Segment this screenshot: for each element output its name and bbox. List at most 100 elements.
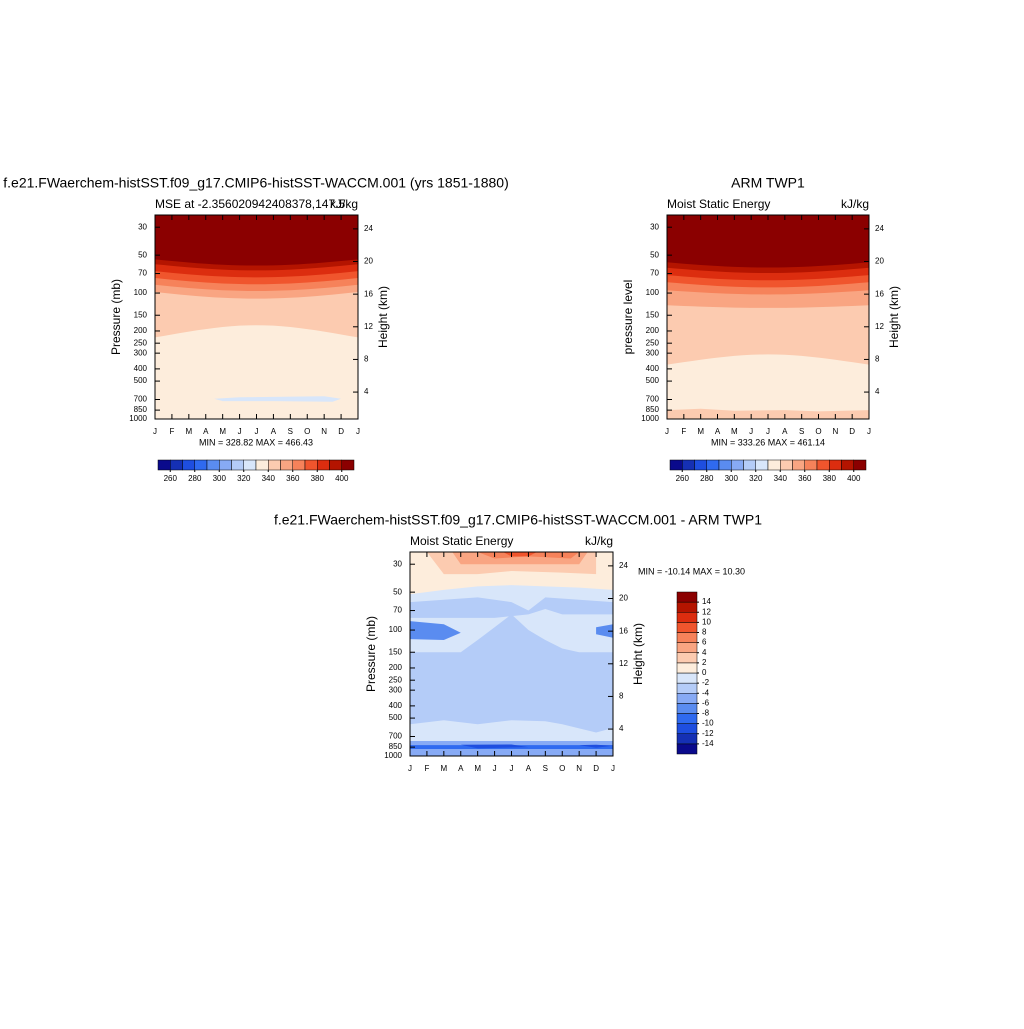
colorbar-box — [841, 459, 854, 471]
y-tick-label: 300 — [646, 348, 660, 357]
y-tick-label: 250 — [134, 338, 148, 347]
x-tick-label: D — [338, 427, 344, 436]
colorbar-box — [676, 693, 698, 704]
y-tick-label: 700 — [646, 395, 660, 404]
colorbar-box — [329, 459, 342, 471]
y-tick-label: 30 — [393, 559, 402, 568]
colorbar-box — [755, 459, 769, 471]
colorbar-tick-label: 400 — [335, 474, 349, 483]
x-tick-label: F — [169, 427, 174, 436]
left-title: Moist Static Energy — [410, 534, 513, 548]
y2-tick-label: 12 — [619, 659, 628, 668]
y2-tick-label: 20 — [364, 257, 373, 266]
x-tick-label: S — [543, 764, 548, 773]
y-tick-label: 400 — [134, 364, 148, 373]
y-tick-label: 500 — [134, 376, 148, 385]
x-tick-label: J — [408, 764, 412, 773]
colorbar-box — [767, 459, 781, 471]
x-tick-label: J — [611, 764, 615, 773]
colorbar-box — [669, 459, 683, 471]
colorbar-box — [743, 459, 756, 471]
y2-tick-label: 12 — [364, 322, 373, 331]
y-tick-label: 150 — [389, 647, 403, 656]
colorbar-tick-label: 380 — [311, 474, 325, 483]
colorbar-box — [676, 591, 698, 603]
y-tick-label: 400 — [389, 701, 403, 710]
y-tick-label: 250 — [389, 675, 403, 684]
y-tick-label: 300 — [134, 348, 148, 357]
colorbar-tick-label: 4 — [702, 648, 707, 657]
y-tick-label: 1000 — [129, 414, 147, 423]
y2-tick-label: 24 — [875, 224, 884, 233]
y-axis-label: Pressure (mb) — [364, 616, 378, 692]
x-tick-label: J — [238, 427, 242, 436]
y-tick-label: 400 — [646, 364, 660, 373]
y2-tick-label: 24 — [364, 224, 373, 233]
colorbar-box — [157, 459, 171, 471]
colorbar-tick-label: 260 — [676, 474, 690, 483]
colorbar-box — [676, 723, 698, 734]
annotation: MIN = 328.82 MAX = 466.43 — [199, 437, 313, 447]
y-tick-label: 850 — [646, 405, 660, 414]
x-tick-label: A — [526, 764, 532, 773]
x-tick-label: M — [731, 427, 738, 436]
y-tick-label: 100 — [134, 288, 148, 297]
y-tick-label: 50 — [138, 250, 147, 259]
colorbar-box — [804, 459, 818, 471]
colorbar-tick-label: 6 — [702, 638, 707, 647]
y2-tick-label: 8 — [875, 355, 880, 364]
colorbar-tick-label: 2 — [702, 658, 707, 667]
x-tick-label: S — [288, 427, 293, 436]
x-tick-label: J — [867, 427, 871, 436]
colorbar-tick-label: -2 — [702, 678, 710, 687]
colorbar-tick-label: 8 — [702, 628, 707, 637]
x-tick-label: O — [304, 427, 310, 436]
colorbar-tick-label: 320 — [237, 474, 251, 483]
contour-band — [460, 744, 529, 749]
colorbar-box — [780, 459, 793, 471]
y-tick-label: 1000 — [641, 414, 659, 423]
colorbar-box — [676, 672, 698, 684]
right-title: kJ/kg — [585, 534, 613, 548]
colorbar-box — [219, 459, 232, 471]
y-tick-label: 200 — [646, 326, 660, 335]
y-tick-label: 50 — [393, 587, 402, 596]
y-tick-label: 500 — [646, 376, 660, 385]
y-tick-label: 250 — [646, 338, 660, 347]
x-tick-label: D — [593, 764, 599, 773]
colorbar-tick-label: 280 — [700, 474, 714, 483]
y-tick-label: 30 — [138, 222, 147, 231]
colorbar-tick-label: -14 — [702, 739, 714, 748]
y-tick-label: 500 — [389, 713, 403, 722]
colorbar-box — [676, 642, 698, 653]
contour-band — [155, 215, 358, 266]
y-axis-label: pressure level — [621, 280, 635, 355]
x-tick-label: O — [559, 764, 565, 773]
annotation: MIN = -10.14 MAX = 10.30 — [638, 566, 745, 576]
y-tick-label: 150 — [646, 310, 660, 319]
x-tick-label: M — [440, 764, 447, 773]
colorbar-box — [829, 459, 842, 471]
colorbar-tick-label: 360 — [798, 474, 812, 483]
x-tick-label: J — [766, 427, 770, 436]
right-title: kJ/kg — [330, 197, 358, 211]
y2-axis-label: Height (km) — [631, 623, 645, 685]
y-tick-label: 70 — [393, 606, 402, 615]
y-tick-label: 50 — [650, 250, 659, 259]
x-tick-label: F — [424, 764, 429, 773]
colorbar-box — [194, 459, 208, 471]
y2-tick-label: 24 — [619, 561, 628, 570]
y2-tick-label: 8 — [619, 692, 624, 701]
x-tick-label: J — [749, 427, 753, 436]
colorbar-box — [676, 743, 698, 755]
colorbar-tick-label: 320 — [749, 474, 763, 483]
x-tick-label: J — [356, 427, 360, 436]
left-title: MSE at -2.356020942408378,147.5 — [155, 197, 345, 211]
x-tick-label: J — [493, 764, 497, 773]
colorbar-tick-label: -6 — [702, 698, 710, 707]
x-tick-label: N — [576, 764, 582, 773]
colorbar-tick-label: 280 — [188, 474, 202, 483]
y2-tick-label: 4 — [364, 387, 369, 396]
colorbar-tick-label: 400 — [847, 474, 861, 483]
